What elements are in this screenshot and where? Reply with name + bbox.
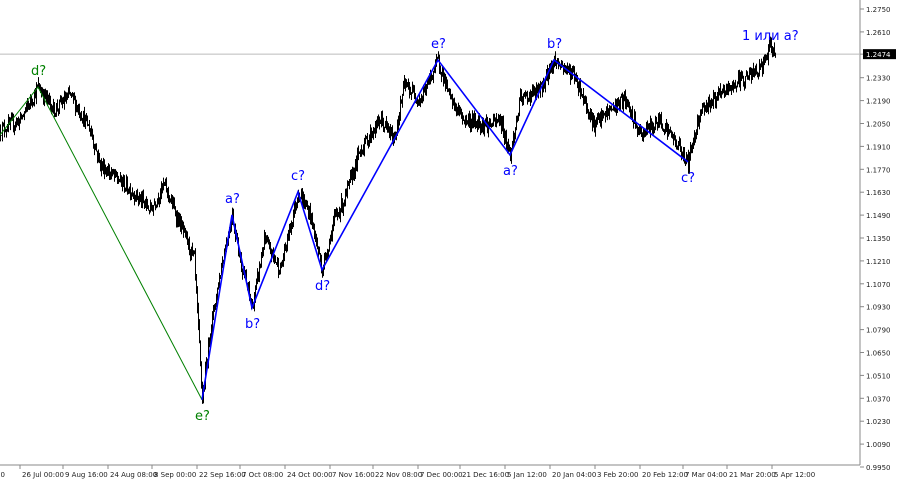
y-tick-label: 1.1350 xyxy=(866,235,891,243)
y-tick-label: 1.1210 xyxy=(866,258,891,266)
x-tick-label: 7 Oct 08:00 xyxy=(242,471,283,479)
wave-annotation: 1 или a? xyxy=(742,29,799,44)
y-tick-label: 1.0510 xyxy=(866,372,891,380)
y-tick-label: 1.0090 xyxy=(866,441,891,449)
wave-line xyxy=(0,86,203,401)
x-tick-label: 5 Apr 12:00 xyxy=(774,471,815,479)
wave-label: c? xyxy=(291,169,305,184)
y-tick-label: 1.1770 xyxy=(866,166,891,174)
y-tick-label: 1.2750 xyxy=(866,6,891,14)
y-tick-label: 1.1910 xyxy=(866,143,891,151)
y-tick-label: 1.1490 xyxy=(866,212,891,220)
y-tick-label: 1.0230 xyxy=(866,418,891,426)
y-tick-label: 1.2610 xyxy=(866,29,891,37)
x-tick-label: 7 Nov 16:00 xyxy=(332,471,375,479)
wave-label: a? xyxy=(225,192,240,207)
x-tick-label: 20 Feb 12:00 xyxy=(642,471,688,479)
wave-label: b? xyxy=(245,317,260,332)
wave-label: a? xyxy=(503,164,518,179)
y-tick-label: 1.0930 xyxy=(866,304,891,312)
x-tick-label: 26 Jul 00:00 xyxy=(22,471,64,479)
x-tick-label: 3 Feb 20:00 xyxy=(597,471,638,479)
x-tick-label: 22 Nov 08:00 xyxy=(375,471,422,479)
wave-line xyxy=(201,58,689,400)
wave-label: b? xyxy=(547,37,562,52)
y-tick-label: 1.2190 xyxy=(866,98,891,106)
x-tick-label: 7 Mar 04:00 xyxy=(685,471,727,479)
y-tick-label: 1.2050 xyxy=(866,121,891,129)
x-tick-label: 24 Oct 00:00 xyxy=(287,471,333,479)
y-tick-label: 1.1630 xyxy=(866,189,891,197)
wave-label: e? xyxy=(431,37,446,52)
x-tick-label: 5 Jan 12:00 xyxy=(507,471,547,479)
x-tick-label: 00 xyxy=(0,471,5,479)
y-tick-label: 1.0790 xyxy=(866,327,891,335)
x-tick-label: 7 Dec 00:00 xyxy=(420,471,463,479)
y-tick-label: 1.2330 xyxy=(866,75,891,83)
x-tick-label: 20 Jan 04:00 xyxy=(552,471,596,479)
x-tick-label: 22 Sep 16:00 xyxy=(199,471,246,479)
wave-label: d? xyxy=(315,279,330,294)
wave-label: d? xyxy=(31,64,46,79)
x-tick-label: 21 Dec 16:00 xyxy=(462,471,509,479)
x-tick-label: 21 Mar 20:00 xyxy=(729,471,776,479)
wave-label: c? xyxy=(681,171,695,186)
y-tick-label: 0.9950 xyxy=(866,464,891,472)
y-tick-label: 1.0370 xyxy=(866,395,891,403)
current-price-label: 1.2474 xyxy=(866,51,891,59)
current-price-box xyxy=(863,49,896,60)
y-tick-label: 1.1070 xyxy=(866,281,891,289)
x-tick-label: 8 Sep 00:00 xyxy=(154,471,196,479)
x-tick-label: 9 Aug 16:00 xyxy=(65,471,108,479)
x-tick-label: 24 Aug 08:00 xyxy=(110,471,157,479)
wave-label: e? xyxy=(195,409,210,424)
y-tick-label: 1.0650 xyxy=(866,350,891,358)
